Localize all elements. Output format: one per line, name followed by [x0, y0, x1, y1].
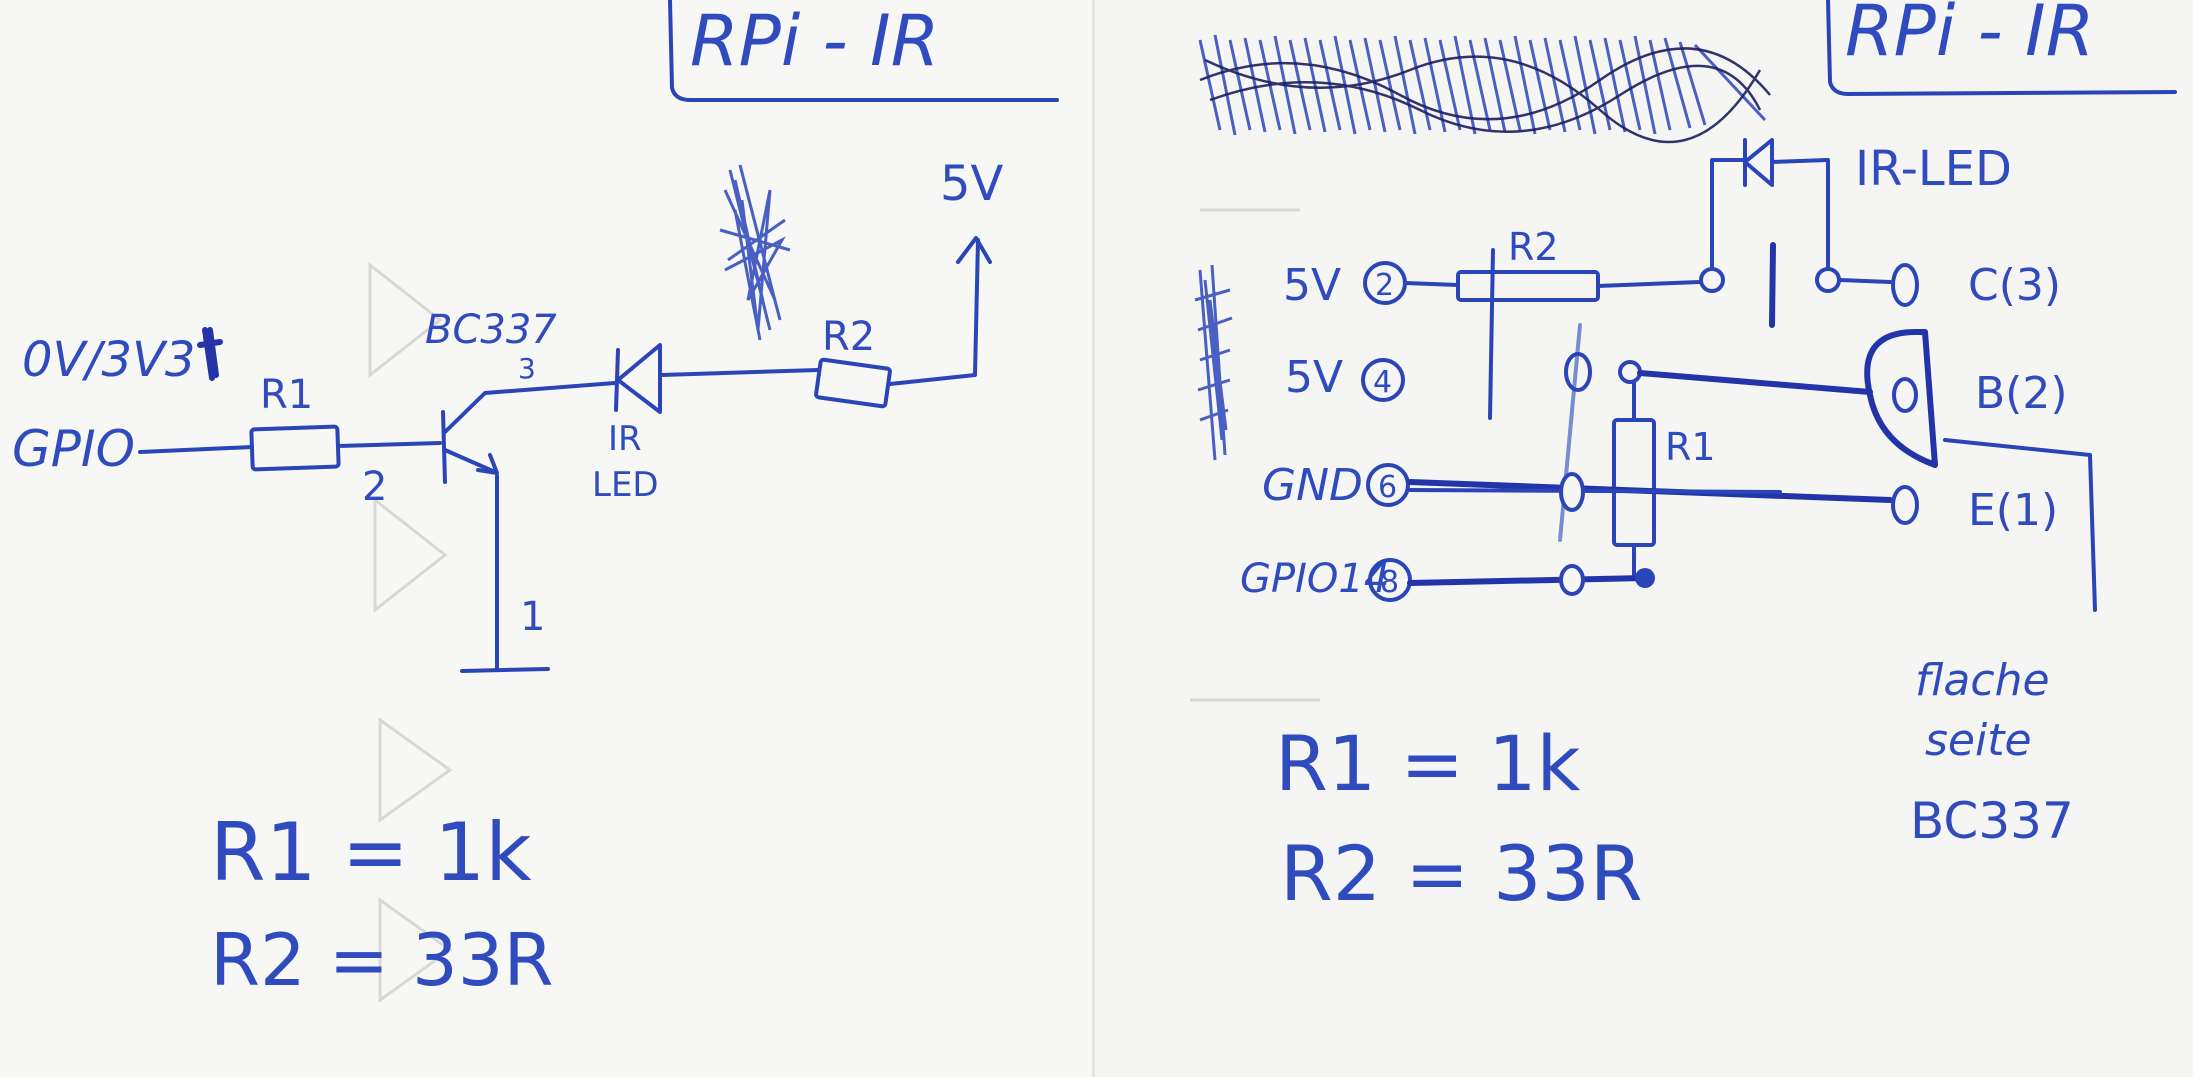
left-equation-r1: R1 = 1k [210, 806, 532, 899]
wire-gpio14-r1 [1407, 575, 1648, 586]
gnd-pad [1559, 472, 1585, 512]
transistor-body [1864, 328, 1938, 468]
wire-r1-base [336, 441, 442, 448]
r2-resistor [814, 357, 892, 409]
collector-pad [1891, 263, 1919, 307]
pin-8-number: 8 [1380, 565, 1399, 600]
right-equation-r1: R1 = 1k [1275, 719, 1581, 808]
transistor-label: BC337 [425, 307, 557, 353]
right-left-margin-scribble [1194, 264, 1233, 461]
led-pad-left [1699, 267, 1725, 293]
wire-r2-led [1596, 280, 1702, 288]
right-led-label: IR-LED [1855, 141, 2012, 197]
input-voltage-label: 0V/3V3 [22, 332, 195, 388]
supply-arrow [956, 236, 992, 264]
pin-4-circle [1361, 358, 1405, 402]
wire-led-collector [1838, 278, 1892, 284]
emitter-pin-number: 1 [520, 594, 545, 640]
ghost-marks [368, 208, 1320, 1003]
note-line-2: seite [1925, 715, 2032, 766]
emitter-arrow [476, 453, 499, 475]
pin-6-circle [1366, 463, 1410, 507]
collector-pin-label: C(3) [1968, 260, 2061, 311]
r1-solder-joint [1635, 568, 1655, 588]
left-title-frame [668, 0, 1059, 102]
wire-r2-supply [888, 238, 980, 386]
wire-gpio-r1 [138, 445, 254, 454]
right-r1-resistor [1612, 418, 1656, 547]
note-line-3: BC337 [1910, 792, 2074, 850]
left-crossed-out-note [719, 164, 791, 341]
led-outline [1710, 138, 1830, 270]
gpio-label: GPIO [12, 420, 135, 478]
row-gnd-label: GND [1262, 460, 1363, 511]
flat-side-leader [1943, 438, 2097, 612]
base-pin-number: 2 [362, 464, 387, 510]
row-5v-4-label: 5V [1285, 352, 1343, 403]
emitter-pin-label: E(1) [1968, 485, 2058, 536]
r2-vertical-stroke [1488, 248, 1495, 420]
collector-pin-number: 3 [518, 352, 536, 385]
r1-resistor [249, 424, 341, 472]
right-schematic: RPi - IR IR-LED 5V 5V GND GPIO14 2 4 6 8… [1194, 0, 2177, 918]
right-equation-r2: R2 = 33R [1280, 829, 1643, 918]
transistor-emitter [443, 448, 497, 474]
right-title-frame [1826, 0, 2177, 96]
ir-led-label-line1: IR [608, 419, 642, 459]
pin-6-number: 6 [1378, 470, 1397, 505]
pin-2-number: 2 [1375, 268, 1394, 303]
note-line-1: flache [1915, 655, 2050, 706]
left-page [0, 0, 1093, 1077]
transistor-collector [443, 381, 617, 434]
gpio14-pad [1559, 564, 1585, 596]
transistor-base-bar [441, 410, 447, 484]
right-r2-resistor [1456, 270, 1600, 302]
ir-led-label-line2: LED [592, 465, 659, 505]
left-r2-label: R2 [822, 314, 875, 360]
right-r1-label: R1 [1665, 425, 1716, 469]
wire-gnd-emitter-2 [1408, 488, 1782, 494]
right-title: RPi - IR [1845, 0, 2094, 72]
input-label-scribble [197, 327, 223, 381]
left-equation-r2: R2 = 33R [210, 918, 554, 1002]
r1-label: R1 [260, 372, 313, 418]
row2-pad-right [1618, 360, 1642, 384]
left-title: RPi - IR [690, 0, 939, 82]
wire-led-r2 [660, 368, 820, 377]
ir-led-body [616, 343, 662, 414]
base-pin-label: B(2) [1975, 368, 2068, 419]
led-pad-right [1815, 267, 1841, 293]
right-crossed-out-heading [1198, 34, 1771, 144]
row-5v-2-label: 5V [1283, 260, 1341, 311]
row-gpio14-label: GPIO14 [1240, 556, 1389, 602]
right-page [1095, 0, 2193, 1077]
wire-r1-base-right [1637, 370, 1873, 395]
ground-symbol [460, 667, 550, 673]
wire-5v-r2 [1403, 281, 1460, 287]
led-pad-separator [1769, 242, 1776, 328]
pin-4-number: 4 [1373, 365, 1392, 400]
page-divider [1092, 0, 1095, 1077]
right-r2-label: R2 [1508, 225, 1559, 269]
left-schematic: RPi - IR 0V/3V3 GPIO R1 2 BC337 3 1 [12, 0, 1059, 1002]
supply-label: 5V [940, 156, 1004, 212]
emitter-pad [1891, 485, 1919, 525]
base-pad [1892, 377, 1918, 413]
